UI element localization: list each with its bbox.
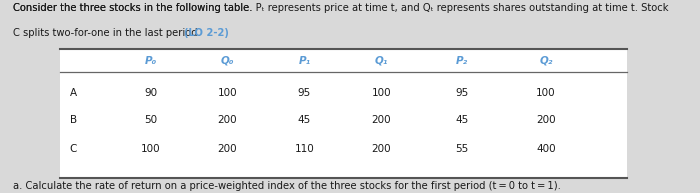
Text: a. Calculate the rate of return on a price-weighted index of the three stocks fo: a. Calculate the rate of return on a pri… <box>13 181 561 191</box>
Text: Q₂: Q₂ <box>539 56 553 66</box>
Text: C: C <box>70 144 77 154</box>
Text: P₂: P₂ <box>456 56 468 66</box>
Text: Q₁: Q₁ <box>374 56 388 66</box>
Text: 50: 50 <box>144 115 157 125</box>
Text: A: A <box>70 88 77 98</box>
FancyBboxPatch shape <box>60 49 626 178</box>
Text: 200: 200 <box>218 115 237 125</box>
Text: 100: 100 <box>218 88 237 98</box>
Text: 200: 200 <box>218 144 237 154</box>
Text: 45: 45 <box>298 115 311 125</box>
Text: 90: 90 <box>144 88 157 98</box>
Text: Consider the three stocks in the following table.: Consider the three stocks in the followi… <box>13 3 255 13</box>
Text: 95: 95 <box>298 88 311 98</box>
Text: 45: 45 <box>456 115 468 125</box>
Text: 100: 100 <box>372 88 391 98</box>
Text: 95: 95 <box>456 88 468 98</box>
Text: (LO 2-2): (LO 2-2) <box>184 28 229 38</box>
Text: 110: 110 <box>295 144 314 154</box>
Text: 200: 200 <box>536 115 556 125</box>
Text: 200: 200 <box>372 144 391 154</box>
Text: P₀: P₀ <box>144 56 157 66</box>
Text: 100: 100 <box>141 144 160 154</box>
Text: C splits two-for-one in the last period.: C splits two-for-one in the last period. <box>13 28 204 38</box>
Text: P₁: P₁ <box>298 56 311 66</box>
Text: 400: 400 <box>536 144 556 154</box>
Text: 55: 55 <box>456 144 468 154</box>
Text: Consider the three stocks in the following table. Pₜ represents price at time t,: Consider the three stocks in the followi… <box>13 3 668 13</box>
Text: 100: 100 <box>536 88 556 98</box>
Text: B: B <box>70 115 77 125</box>
Text: 200: 200 <box>372 115 391 125</box>
Text: Q₀: Q₀ <box>220 56 234 66</box>
